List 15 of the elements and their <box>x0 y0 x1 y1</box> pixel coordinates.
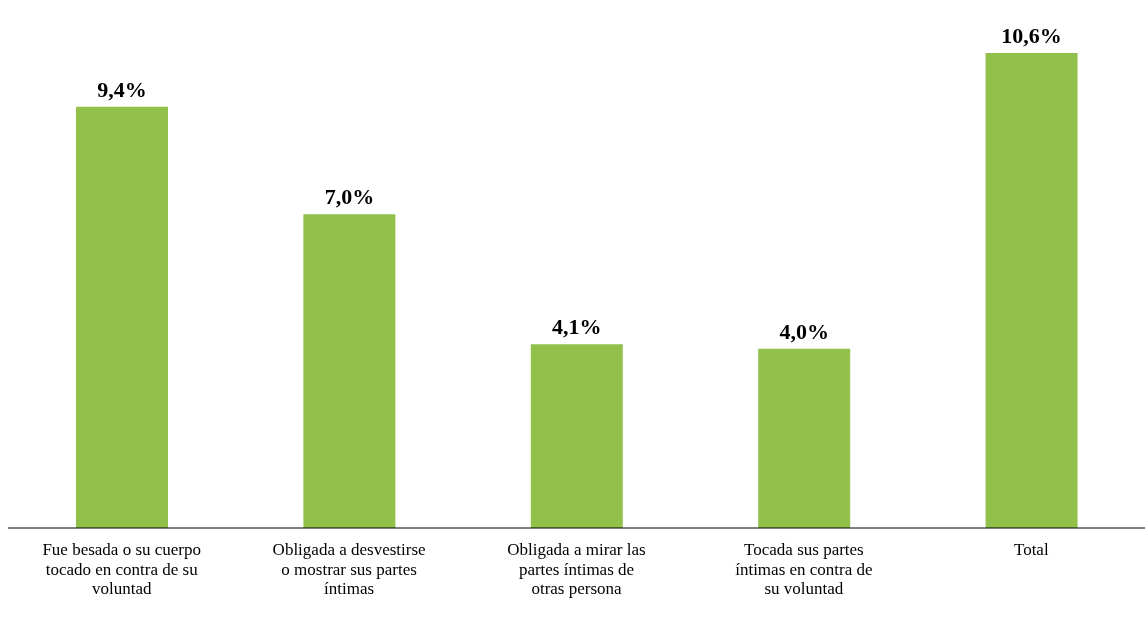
x-tick-label: Total <box>1013 540 1049 560</box>
data-label: 9,4% <box>97 76 147 102</box>
data-label: 4,0% <box>779 318 829 344</box>
bar <box>76 106 168 528</box>
data-label: 7,0% <box>324 184 375 210</box>
bar <box>303 214 396 528</box>
x-tick-label: Fue besada o su cuerpo tocado en contra de su voluntad <box>42 540 202 599</box>
x-tick-label: Tocada sus partes íntimas en contra de su voluntad <box>735 540 873 599</box>
x-tick-label: Obligada a desvestirse o mostrar sus partes íntimas <box>272 540 426 599</box>
data-label: 4,1% <box>552 314 602 340</box>
bar <box>758 348 851 528</box>
data-label: 10,6% <box>1001 23 1062 48</box>
bar <box>530 344 623 528</box>
x-tick-label: Obligada a mirar las partes íntimas de otras persona <box>507 540 646 599</box>
bar <box>985 53 1078 528</box>
